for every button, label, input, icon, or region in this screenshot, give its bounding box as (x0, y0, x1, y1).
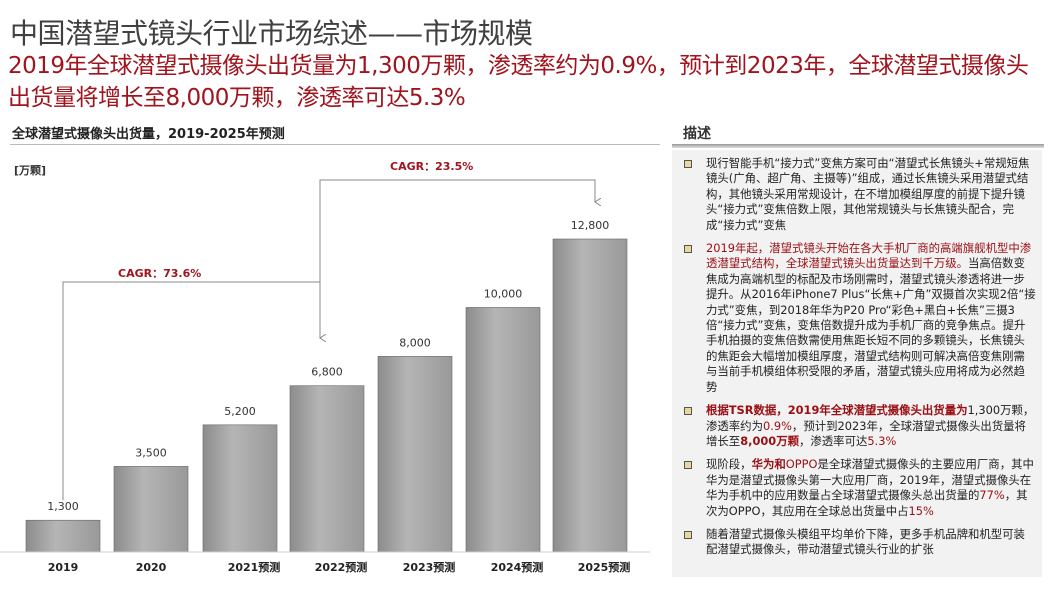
description-text: 当高倍数变焦成为高端机型的标配及市场刚需时，潜望式镜头渗透将进一步提升。从201… (706, 256, 1036, 394)
bar-value-label: 6,800 (311, 366, 343, 379)
bar (113, 466, 189, 553)
description-text: 1,300万颗，渗透率约为 (706, 403, 1035, 433)
description-panel: 现行智能手机“接力式”变焦方案可由“潜望式长焦镜头+常规短焦镜头(广角、超广角、… (672, 150, 1042, 577)
page-subtitle: 2019年全球潜望式摄像头出货量为1,300万颗，渗透率约为0.9%，预计到20… (8, 53, 1029, 111)
x-tick-label: 2019 (48, 561, 79, 574)
bullet-icon (684, 407, 692, 416)
description-text: ，其次为OPPO，其应用在全球总出货量中占 (706, 488, 1028, 518)
bar (202, 424, 278, 553)
bar-value-label: 8,000 (399, 336, 431, 349)
bar (289, 385, 365, 553)
description-text: ，预计到2023年，全球潜望式摄像头出货量将增长至 (706, 418, 1026, 448)
description-text: 是全球潜望式摄像头的主要应用厂商，其中华为是潜望式摄像头第一大应用厂商，2019… (706, 457, 1034, 503)
bullet-icon (684, 245, 692, 254)
cagr-bracket (319, 179, 595, 282)
description-text: 随着潜望式摄像头模组平均单价下降，更多手机品牌和机型可装配潜望式摄像头，带动潜望… (706, 526, 1025, 557)
description-text: 77% (979, 488, 1005, 503)
x-tick-label: 2025预测 (578, 560, 631, 574)
y-axis-unit: [万颗] (14, 164, 46, 177)
bullet-icon (684, 160, 692, 168)
bar (25, 519, 101, 553)
description-text: 华为和 (751, 457, 786, 472)
bar-value-label: 5,200 (224, 405, 256, 418)
description-item: 现行智能手机“接力式”变焦方案可由“潜望式长焦镜头+常规短焦镜头(广角、超广角、… (680, 156, 1036, 233)
description-text: 现行智能手机“接力式”变焦方案可由“潜望式长焦镜头+常规短焦镜头(广角、超广角、… (706, 156, 1030, 232)
description-text: 根据TSR数据，2019年全球潜望式摄像头出货量为 (706, 403, 968, 418)
bar-value-label: 1,300 (47, 500, 79, 513)
description-text: 0.9% (762, 418, 792, 433)
bar (552, 238, 628, 553)
divider (672, 144, 1044, 148)
bar (465, 307, 541, 553)
cagr-label: CAGR：23.5% (390, 160, 473, 173)
description-item: 根据TSR数据，2019年全球潜望式摄像头出货量为1,300万颗，渗透率约为0.… (680, 403, 1036, 449)
description-title: 描述 (683, 126, 711, 142)
description-text: 15% (908, 503, 934, 518)
description-text: 现阶段， (706, 457, 752, 472)
bullet-icon (684, 530, 692, 539)
bar-value-label: 3,500 (135, 446, 167, 459)
description-text: 8,000万颗 (740, 433, 799, 448)
page-title: 中国潜望式镜头行业市场综述——市场规模 (10, 17, 533, 50)
x-tick-label: 2021预测 (228, 560, 281, 574)
description-item: 现阶段，华为和OPPO是全球潜望式摄像头的主要应用厂商，其中华为是潜望式摄像头第… (680, 457, 1036, 519)
description-item: 随着潜望式摄像头模组平均单价下降，更多手机品牌和机型可装配潜望式摄像头，带动潜望… (680, 527, 1036, 558)
cagr-bracket (62, 281, 320, 501)
description-text: 5.3% (867, 433, 897, 448)
description-item: 2019年起，潜望式镜头开始在各大手机厂商的高端旗舰机型中渗透潜望式结构，全球潜… (680, 241, 1036, 395)
cagr-label: CAGR：73.6% (118, 267, 201, 280)
description-text: OPPO (785, 457, 818, 472)
x-tick-label: 2020 (136, 561, 167, 574)
description-text: ，渗透率可达 (799, 433, 868, 448)
bar-value-label: 12,800 (571, 219, 610, 232)
bullet-icon (684, 461, 692, 470)
x-tick-label: 2022预测 (315, 560, 368, 574)
chart-section-title: 全球潜望式摄像头出货量，2019-2025年预测 (12, 127, 285, 142)
bar-chart: [万颗] 1,300 2019 3,500 2020 5,200 2021预测 6,800 2… (0, 160, 650, 574)
description-text: 2019年起，潜望式镜头开始在各大手机厂商的高端旗舰机型中渗透潜望式结构，全球潜… (706, 241, 1032, 271)
bar (377, 356, 453, 553)
bar-value-label: 10,000 (484, 287, 523, 300)
x-tick-label: 2024预测 (491, 560, 544, 574)
x-tick-label: 2023预测 (403, 560, 456, 574)
divider (10, 144, 660, 145)
